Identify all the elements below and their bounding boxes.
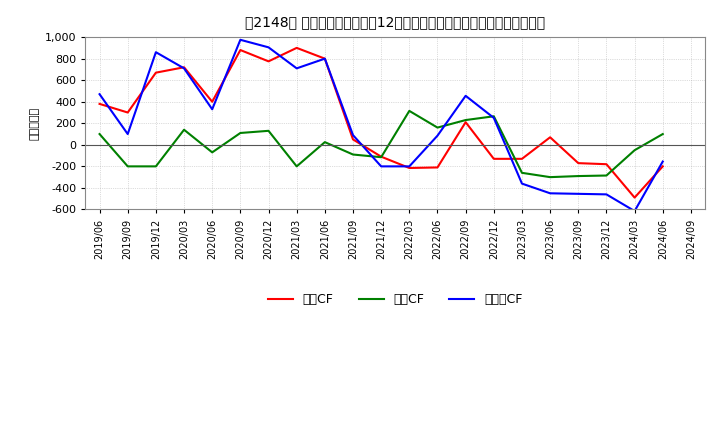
営業CF <box>574 161 582 166</box>
投資CF <box>518 170 526 176</box>
Line: 営業CF: 営業CF <box>99 48 663 198</box>
営業CF <box>659 164 667 169</box>
Line: 投資CF: 投資CF <box>99 111 663 177</box>
フリーCF <box>659 159 667 164</box>
フリーCF <box>264 45 273 50</box>
投資CF <box>546 175 554 180</box>
投資CF <box>462 117 470 123</box>
フリーCF <box>152 50 161 55</box>
フリーCF <box>546 191 554 196</box>
Y-axis label: （百万円）: （百万円） <box>30 107 40 140</box>
Legend: 営業CF, 投資CF, フリーCF: 営業CF, 投資CF, フリーCF <box>263 288 528 311</box>
フリーCF <box>123 132 132 137</box>
投資CF <box>405 108 414 114</box>
営業CF <box>602 161 611 167</box>
投資CF <box>180 127 189 132</box>
フリーCF <box>490 115 498 121</box>
営業CF <box>236 48 245 53</box>
営業CF <box>433 165 442 170</box>
投資CF <box>574 173 582 179</box>
営業CF <box>462 120 470 125</box>
Line: フリーCF: フリーCF <box>99 40 663 211</box>
フリーCF <box>320 56 329 61</box>
投資CF <box>659 132 667 137</box>
Title: 【2148】 キャッシュフローの12か月移動合計の対前年同期増減額の推移: 【2148】 キャッシュフローの12か月移動合計の対前年同期増減額の推移 <box>246 15 545 29</box>
フリーCF <box>180 66 189 71</box>
営業CF <box>292 45 301 51</box>
営業CF <box>518 156 526 161</box>
投資CF <box>264 128 273 133</box>
営業CF <box>320 56 329 61</box>
営業CF <box>264 59 273 64</box>
フリーCF <box>630 209 639 214</box>
フリーCF <box>292 66 301 71</box>
投資CF <box>602 173 611 178</box>
営業CF <box>546 135 554 140</box>
フリーCF <box>518 181 526 186</box>
営業CF <box>123 110 132 115</box>
営業CF <box>377 154 385 159</box>
投資CF <box>630 147 639 153</box>
営業CF <box>95 101 104 106</box>
フリーCF <box>602 192 611 197</box>
フリーCF <box>236 37 245 42</box>
フリーCF <box>405 164 414 169</box>
営業CF <box>490 156 498 161</box>
投資CF <box>320 139 329 145</box>
投資CF <box>236 130 245 136</box>
投資CF <box>208 150 217 155</box>
フリーCF <box>462 93 470 99</box>
フリーCF <box>377 164 385 169</box>
投資CF <box>152 164 161 169</box>
フリーCF <box>433 133 442 138</box>
投資CF <box>123 164 132 169</box>
投資CF <box>490 114 498 119</box>
投資CF <box>292 164 301 169</box>
フリーCF <box>208 106 217 112</box>
営業CF <box>152 70 161 75</box>
フリーCF <box>95 92 104 97</box>
投資CF <box>433 125 442 130</box>
投資CF <box>95 132 104 137</box>
フリーCF <box>574 191 582 197</box>
営業CF <box>405 165 414 171</box>
営業CF <box>348 137 357 142</box>
フリーCF <box>348 132 357 138</box>
営業CF <box>630 195 639 200</box>
営業CF <box>180 65 189 70</box>
投資CF <box>348 152 357 157</box>
営業CF <box>208 99 217 104</box>
投資CF <box>377 154 385 160</box>
